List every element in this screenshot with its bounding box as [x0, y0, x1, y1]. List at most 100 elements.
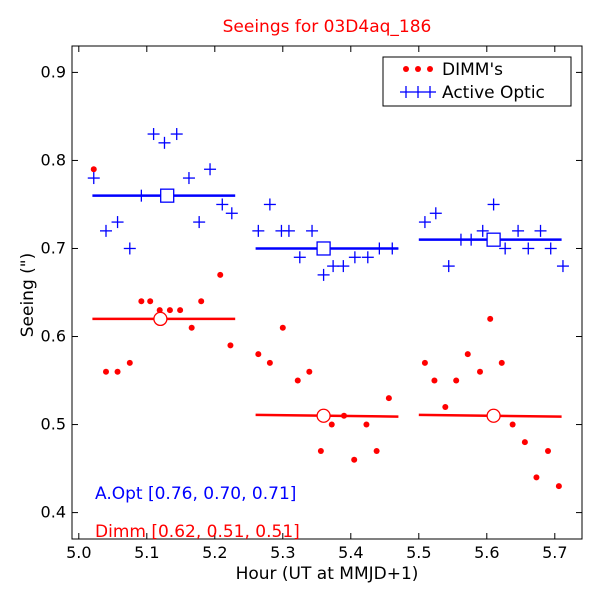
dimm-point-8 [177, 307, 184, 314]
legend-box [382, 56, 572, 107]
active-optic-point-10 [204, 163, 217, 176]
x-tick-label-7: 5.7 [542, 543, 567, 562]
active-optic-point-13 [252, 224, 265, 237]
legend-marker-dimm [403, 66, 433, 72]
active-optic-point-23 [361, 251, 374, 264]
active-optic-point-28 [442, 260, 455, 273]
dimm-point-15 [279, 324, 286, 331]
dimm-point-23 [373, 447, 380, 454]
dimm-point-0 [90, 166, 97, 173]
active-optic-point-7 [170, 128, 183, 141]
dimm-point-2 [114, 368, 121, 375]
active-optic-point-12 [225, 207, 238, 220]
dimm-point-26 [431, 377, 438, 384]
active-optic-point-5 [147, 128, 160, 141]
active-optic-point-29 [454, 233, 467, 246]
x-tick-label-4: 5.4 [338, 543, 363, 562]
dimm-mean-marker-5 [486, 408, 501, 423]
axes: 5.0 5.1 5.2 5.3 5.4 5.5 5.6 5.7 0.4 0.5 0.6 0.7 0.8 0… [41, 45, 583, 562]
plot-area [87, 128, 569, 490]
active-optic-point-1 [100, 224, 112, 237]
x-tick-label-1: 5.1 [134, 543, 159, 562]
dimm-point-10 [198, 298, 205, 305]
active-optic-point-31 [476, 224, 489, 237]
dimm-point-33 [509, 421, 516, 428]
active-optic-point-8 [182, 172, 195, 185]
active-optic-point-25 [386, 242, 399, 255]
active-optic-point-32 [487, 198, 500, 211]
y-tick-label-0: 0.4 [41, 503, 66, 522]
dimm-point-21 [351, 456, 358, 463]
y-tick-label-1: 0.5 [41, 415, 66, 434]
aopt-mean-marker-2 [486, 232, 501, 247]
active-optic-point-26 [418, 216, 431, 229]
dimm-point-9 [188, 324, 195, 331]
dimm-point-14 [266, 359, 273, 366]
legend-marker-active-optic [400, 86, 436, 98]
aopt-mean-marker-0 [160, 188, 175, 203]
active-optic-point-14 [263, 198, 276, 211]
x-axis-label: Hour (UT at MMJD+1) [236, 564, 419, 584]
legend-label-active-optic: Active Optic [442, 83, 545, 103]
dimm-point-13 [255, 351, 262, 358]
active-optic-point-22 [348, 251, 361, 264]
dimm-mean-marker-3 [153, 311, 168, 327]
dimm-point-6 [156, 307, 163, 314]
chart-title: Seeings for 03D4aq_186 [223, 17, 432, 37]
dimm-point-35 [533, 474, 540, 481]
y-tick-label-5: 0.9 [41, 62, 66, 81]
dimm-point-34 [521, 439, 528, 446]
active-optic-point-36 [534, 224, 547, 237]
legend-label-dimm: DIMM's [442, 60, 503, 80]
x-tick-label-6: 5.6 [474, 543, 499, 562]
dimm-point-16 [294, 377, 301, 384]
dimm-point-17 [306, 368, 313, 375]
dimm-point-31 [487, 315, 494, 322]
x-tick-label-3: 5.3 [270, 543, 295, 562]
dimm-point-29 [464, 351, 471, 358]
y-tick-label-2: 0.6 [41, 327, 66, 346]
active-optic-point-20 [327, 260, 340, 273]
aopt-means-annotation: A.Opt [0.76, 0.70, 0.71] [95, 484, 296, 504]
x-tick-label-0: 5.0 [66, 543, 91, 562]
annotations: A.Opt [0.76, 0.70, 0.71] Dimm [0.62, 0.5… [95, 484, 300, 542]
active-optic-point-37 [544, 242, 557, 255]
active-optic-point-9 [193, 216, 206, 229]
legend: DIMM's Active Optic [382, 56, 572, 107]
dimm-point-12 [227, 342, 234, 349]
active-optic-point-19 [317, 268, 330, 281]
dimm-point-37 [555, 483, 562, 490]
dimm-point-3 [126, 359, 133, 366]
dimm-point-18 [317, 447, 324, 454]
dimm-point-32 [498, 359, 505, 366]
active-optic-point-38 [556, 260, 569, 273]
active-optic-point-11 [216, 198, 229, 211]
dimm-point-1 [103, 368, 109, 375]
aopt-mean-marker-1 [316, 241, 331, 256]
dimm-means-annotation: Dimm [0.62, 0.51, 0.51] [95, 522, 300, 542]
dimm-point-20 [341, 412, 347, 419]
active-optic-point-30 [465, 233, 478, 246]
active-optic-point-4 [135, 189, 148, 202]
active-optic-point-17 [293, 251, 306, 264]
dimm-point-36 [545, 447, 551, 454]
active-optic-point-34 [512, 224, 525, 237]
dimm-point-7 [166, 307, 173, 314]
dimm-point-22 [363, 421, 370, 428]
active-optic-point-3 [123, 242, 136, 255]
active-optic-point-0 [87, 172, 100, 185]
active-optic-point-16 [282, 224, 295, 237]
dimm-point-19 [328, 421, 335, 428]
dimm-point-4 [138, 298, 145, 305]
active-optic-point-6 [158, 136, 171, 149]
y-tick-label-3: 0.7 [41, 238, 66, 257]
dimm-point-5 [147, 298, 154, 305]
dimm-mean-marker-4 [316, 408, 331, 423]
active-optic-point-33 [499, 242, 512, 255]
plot-frame [71, 45, 583, 540]
active-optic-point-35 [522, 242, 535, 255]
dimm-point-11 [217, 271, 224, 278]
y-tick-label-4: 0.8 [41, 150, 66, 169]
active-optic-point-2 [111, 216, 124, 229]
